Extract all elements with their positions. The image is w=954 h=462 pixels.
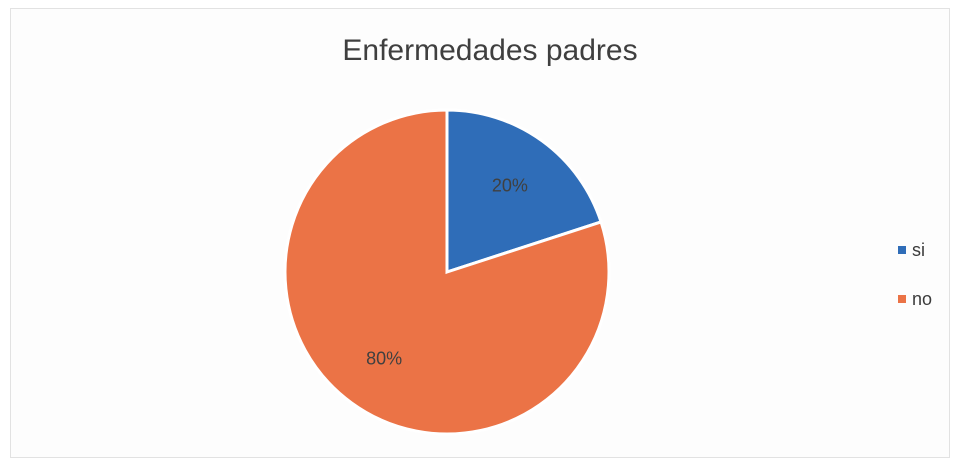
- legend-item-no: no: [898, 285, 932, 313]
- pie-slice-si: [445, 108, 603, 275]
- pie-slices: [283, 108, 611, 436]
- legend-label-no: no: [912, 288, 933, 309]
- legend-swatch-no: [898, 295, 906, 303]
- pie-data-labels: 20% 80%: [366, 175, 528, 368]
- legend-swatch-si: [898, 246, 906, 254]
- chart-title: Enfermedades padres: [342, 34, 638, 67]
- legend-label-si: si: [912, 239, 925, 260]
- legend: si no: [898, 236, 932, 334]
- pie-slice-no: [283, 108, 611, 436]
- data-label-no: 80%: [366, 349, 402, 369]
- data-label-si: 20%: [492, 175, 528, 195]
- legend-item-si: si: [898, 236, 932, 264]
